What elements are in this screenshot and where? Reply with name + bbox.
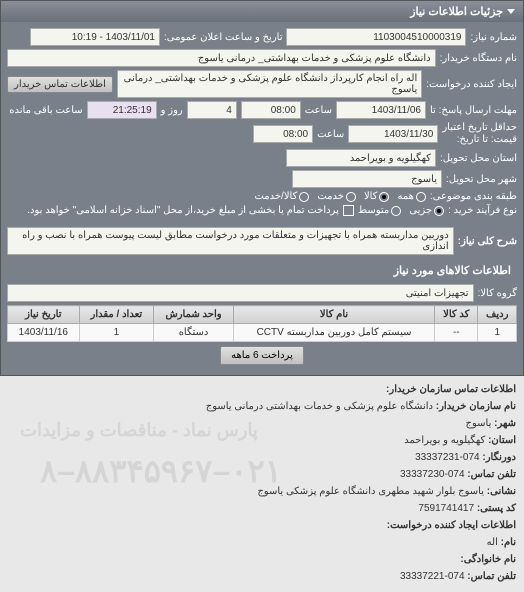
contact-title: اطلاعات تماس سازمان خریدار: (8, 382, 516, 398)
row-buyer: نام دستگاه خریدار: دانشگاه علوم پزشکی و … (7, 49, 517, 67)
th-row: ردیف (478, 306, 517, 324)
time-label-1: ساعت (305, 105, 332, 116)
contact-city: شهر: یاسوج (8, 416, 516, 432)
deadline-time: 08:00 (241, 101, 301, 119)
province-label: استان محل تحویل: (440, 153, 517, 164)
contact-org: نام سازمان خریدار: دانشگاه علوم پزشکی و … (8, 399, 516, 415)
table-row: 1 -- سیستم کامل دوربین مداربسته CCTV دست… (8, 324, 517, 342)
row-creator: ایجاد کننده درخواست: اله راه انجام کارپر… (7, 70, 517, 98)
row-process: نوع فرآیند خرید : جزیی متوسط پرداخت تمام… (7, 205, 517, 216)
group-value: تجهیزات امنیتی (7, 284, 474, 302)
contact-section: پارس نماد - مناقصات و مزایدات ۰۲۱–۸۸۳۴۵۹… (0, 376, 524, 592)
validity-time: 08:00 (253, 125, 313, 143)
category-radio-group: همه کالا خدمت کالا/خدمت (254, 191, 425, 202)
row-group: گروه کالا: تجهیزات امنیتی (7, 284, 517, 302)
contact-province: استان: کهگیلویه و بویراحمد (8, 433, 516, 449)
radio-small[interactable]: جزیی (409, 205, 444, 216)
group-label: گروه کالا: (478, 288, 517, 299)
creator-label: ایجاد کننده درخواست: (426, 79, 517, 90)
deadline-label: مهلت ارسال پاسخ: تا (430, 105, 517, 116)
th-qty: تعداد / مقدار (79, 306, 154, 324)
contact-fax: دورنگار: 074-33337231 (8, 450, 516, 466)
creator-info-title: اطلاعات ایجاد کننده درخواست: (8, 518, 516, 534)
row-province: استان محل تحویل: کهگیلویه و بویراحمد (7, 149, 517, 167)
category-label: طبقه بندی موضوعی: (430, 191, 517, 202)
row-city: شهر محل تحویل: یاسوج (7, 170, 517, 188)
desc-label: شرح کلی نیاز: (458, 236, 517, 247)
city-label: شهر محل تحویل: (446, 174, 517, 185)
creator-family: نام خانوادگی: (8, 552, 516, 568)
treasury-checkbox[interactable] (343, 205, 354, 216)
cell-name: سیستم کامل دوربین مداربسته CCTV (233, 324, 434, 342)
cell-unit: دستگاه (154, 324, 234, 342)
goods-table: ردیف کد کالا نام کالا واحد شمارش تعداد /… (7, 305, 517, 342)
buyer-name-value: دانشگاه علوم پزشکی و خدمات بهداشتی_ درما… (7, 49, 436, 67)
radio-goods[interactable]: کالا (364, 191, 390, 202)
announce-value: 1403/11/01 - 10:19 (30, 28, 160, 46)
creator-value: اله راه انجام کارپرداز دانشگاه علوم پزشک… (117, 70, 422, 98)
radio-all[interactable]: همه (397, 191, 425, 202)
radio-medium[interactable]: متوسط (358, 205, 401, 216)
radio-dot-icon (416, 192, 426, 202)
announce-label: تاریخ و ساعت اعلان عمومی: (164, 32, 283, 43)
creator-phone: تلفن تماس: 074-33337221 (8, 569, 516, 585)
table-header-row: ردیف کد کالا نام کالا واحد شمارش تعداد /… (8, 306, 517, 324)
th-date: تاریخ نیاز (8, 306, 80, 324)
th-code: کد کالا (435, 306, 478, 324)
cell-row: 1 (478, 324, 517, 342)
creator-name: نام: اله (8, 535, 516, 551)
payment-button[interactable]: پرداخت 6 ماهه (220, 346, 304, 365)
row-need-number: شماره نیاز: 1103004510000319 تاریخ و ساع… (7, 28, 517, 46)
radio-dot-selected-icon (379, 192, 389, 202)
need-number-label: شماره نیاز: (470, 32, 517, 43)
details-panel: جزئیات اطلاعات نیاز شماره نیاز: 11030045… (0, 0, 524, 376)
process-radio-group: جزیی متوسط (358, 205, 444, 216)
th-unit: واحد شمارش (154, 306, 234, 324)
process-label: نوع فرآیند خرید : (448, 205, 517, 216)
chevron-down-icon (507, 9, 515, 14)
process-note: پرداخت تمام یا بخشی از مبلغ خرید،از محل … (27, 205, 339, 216)
contact-address: نشانی: یاسوج بلوار شهید مطهری دانشگاه عل… (8, 484, 516, 500)
cell-code: -- (435, 324, 478, 342)
cell-qty: 1 (79, 324, 154, 342)
time-label-2: ساعت (317, 129, 344, 140)
contact-phone: تلفن تماس: 074-33337230 (8, 467, 516, 483)
th-name: نام کالا (233, 306, 434, 324)
radio-service[interactable]: خدمت (317, 191, 356, 202)
validity-date: 1403/11/30 (348, 125, 438, 143)
panel-body: شماره نیاز: 1103004510000319 تاریخ و ساع… (1, 22, 523, 375)
need-number-value: 1103004510000319 (286, 28, 466, 46)
time-remain-label: ساعت باقی مانده (9, 105, 82, 116)
deadline-date: 1403/11/06 (336, 101, 426, 119)
city-value: یاسوج (292, 170, 442, 188)
desc-value: دوربین مداربسته همراه با تجهیزات و متعلق… (7, 227, 454, 255)
radio-dot-selected-icon (434, 206, 444, 216)
contact-postal: کد پستی: 7591741417 (8, 501, 516, 517)
validity-label: حداقل تاریخ اعتبار قیمت: تا تاریخ: (442, 122, 517, 146)
days-label: روز و (161, 105, 183, 116)
radio-dot-icon (346, 192, 356, 202)
cell-date: 1403/11/16 (8, 324, 80, 342)
row-description: شرح کلی نیاز: دوربین مداربسته همراه با ت… (7, 227, 517, 255)
buyer-contact-button[interactable]: اطلاعات تماس خریدار (7, 76, 113, 93)
row-deadline: مهلت ارسال پاسخ: تا 1403/11/06 ساعت 08:0… (7, 101, 517, 119)
days-remain: 4 (187, 101, 237, 119)
radio-both[interactable]: کالا/خدمت (254, 191, 309, 202)
goods-section-title: اطلاعات کالاهای مورد نیاز (7, 261, 517, 280)
radio-dot-icon (391, 206, 401, 216)
buyer-name-label: نام دستگاه خریدار: (440, 53, 517, 64)
row-category: طبقه بندی موضوعی: همه کالا خدمت کالا/خدم… (7, 191, 517, 202)
panel-title: جزئیات اطلاعات نیاز (410, 5, 503, 18)
time-remain: 21:25:19 (87, 101, 157, 119)
province-value: کهگیلویه و بویراحمد (286, 149, 436, 167)
panel-header: جزئیات اطلاعات نیاز (1, 1, 523, 22)
radio-dot-icon (299, 192, 309, 202)
row-validity: حداقل تاریخ اعتبار قیمت: تا تاریخ: 1403/… (7, 122, 517, 146)
